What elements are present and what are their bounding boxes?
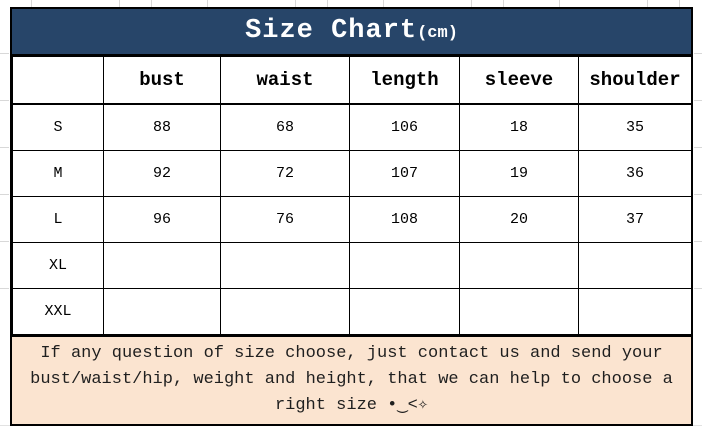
note-line-3: right size •‿<✧ [274, 396, 429, 415]
column-header-length: length [349, 56, 460, 105]
cell-m-waist: 72 [220, 150, 350, 197]
size-table-header-row: bust waist length sleeve shoulder [12, 56, 692, 105]
gridline-strip-top [0, 0, 702, 8]
cell-xl-shoulder [578, 242, 692, 289]
size-chart-title: Size Chart [245, 16, 418, 46]
cell-l-sleeve: 20 [459, 196, 579, 243]
cell-s-bust: 88 [103, 103, 221, 151]
cell-l-bust: 96 [103, 196, 221, 243]
note-line-1: If any question of size choose, just con… [40, 344, 663, 363]
row-label-xl: XL [12, 242, 104, 289]
cell-xxl-length [349, 288, 460, 335]
cell-xxl-bust [103, 288, 221, 335]
table-row-xxl: XXL [12, 288, 692, 335]
cell-xxl-sleeve [459, 288, 579, 335]
cell-xl-bust [103, 242, 221, 289]
cell-m-sleeve: 19 [459, 150, 579, 197]
size-chart-unit: (cm) [417, 24, 458, 43]
cell-xl-sleeve [459, 242, 579, 289]
cell-xxl-waist [220, 288, 350, 335]
row-label-l: L [12, 196, 104, 243]
cell-m-length: 107 [349, 150, 460, 197]
column-header-bust: bust [103, 56, 221, 105]
size-table: bust waist length sleeve shoulder S 88 6… [12, 56, 692, 335]
cell-s-waist: 68 [220, 103, 350, 151]
column-header-sleeve: sleeve [459, 56, 579, 105]
cell-s-length: 106 [349, 103, 460, 151]
gridline-strip-right [694, 53, 702, 333]
row-label-s: S [12, 103, 104, 151]
cell-l-shoulder: 37 [578, 196, 692, 243]
column-header-waist: waist [220, 56, 350, 105]
cell-m-shoulder: 36 [578, 150, 692, 197]
cell-l-waist: 76 [220, 196, 350, 243]
table-row-s: S 88 68 106 18 35 [12, 103, 692, 151]
gridline-strip-left [0, 53, 9, 333]
cell-s-sleeve: 18 [459, 103, 579, 151]
size-help-note: If any question of size choose, just con… [12, 335, 691, 424]
table-row-m: M 92 72 107 19 36 [12, 150, 692, 197]
size-chart-title-bar: Size Chart (cm) [12, 9, 691, 56]
cell-l-length: 108 [349, 196, 460, 243]
note-line-2: bust/waist/hip, weight and height, that … [30, 370, 673, 389]
table-row-xl: XL [12, 242, 692, 289]
size-chart: Size Chart (cm) bust waist length sleeve … [10, 7, 693, 426]
column-header-size [12, 56, 104, 105]
cell-xl-waist [220, 242, 350, 289]
row-label-m: M [12, 150, 104, 197]
cell-m-bust: 92 [103, 150, 221, 197]
cell-s-shoulder: 35 [578, 103, 692, 151]
row-label-xxl: XXL [12, 288, 104, 335]
table-row-l: L 96 76 108 20 37 [12, 196, 692, 243]
cell-xl-length [349, 242, 460, 289]
cell-xxl-shoulder [578, 288, 692, 335]
column-header-shoulder: shoulder [578, 56, 692, 105]
